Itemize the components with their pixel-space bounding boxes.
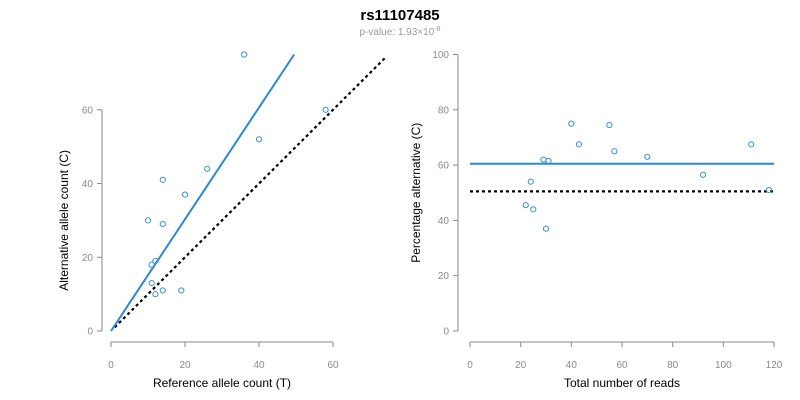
data-point bbox=[159, 176, 166, 183]
y-tick-label: 0 bbox=[87, 327, 93, 338]
data-point bbox=[159, 220, 166, 228]
data-point bbox=[540, 156, 547, 163]
x-tick-label: 120 bbox=[766, 360, 783, 371]
data-point bbox=[575, 141, 583, 148]
data-point bbox=[527, 178, 534, 185]
right-scatter-plot: 0 20 40 60 80 100 120 0 20 40 60 80 100 Total number … bbox=[409, 50, 783, 390]
data-point bbox=[181, 191, 189, 198]
data-point bbox=[644, 153, 651, 160]
p-value-label: p-value: 1.93×10-8 bbox=[359, 26, 440, 38]
y-tick-label: 60 bbox=[82, 105, 94, 116]
data-point bbox=[322, 106, 329, 113]
data-point bbox=[530, 206, 537, 213]
data-point bbox=[241, 51, 248, 58]
x-axis-label: Reference allele count (T) bbox=[153, 376, 291, 390]
x-tick-label: 60 bbox=[616, 360, 628, 371]
data-point bbox=[204, 165, 211, 172]
data-point bbox=[178, 287, 185, 294]
data-point bbox=[522, 202, 529, 209]
data-point bbox=[152, 291, 159, 298]
y-tick-label: 80 bbox=[438, 105, 450, 116]
y-tick-label: 20 bbox=[438, 271, 450, 282]
x-axis-label: Total number of reads bbox=[564, 376, 680, 390]
y-tick-label: 40 bbox=[82, 179, 94, 190]
p-value-text: p-value: 1.93×10 bbox=[359, 27, 434, 38]
x-tick-label: 20 bbox=[179, 360, 191, 371]
reference-line bbox=[113, 55, 388, 329]
x-tick-label: 0 bbox=[467, 360, 473, 371]
p-value-exponent: -8 bbox=[434, 26, 440, 33]
x-tick-label: 60 bbox=[327, 360, 339, 371]
data-point bbox=[611, 148, 618, 155]
x-tick-label: 100 bbox=[715, 360, 732, 371]
x-tick-label: 40 bbox=[253, 360, 265, 371]
data-point bbox=[765, 186, 773, 194]
data-point bbox=[606, 121, 613, 129]
chart-title: rs11107485 bbox=[360, 7, 439, 24]
data-point bbox=[152, 257, 159, 265]
x-tick-label: 20 bbox=[515, 360, 527, 371]
y-tick-label: 100 bbox=[432, 50, 449, 61]
y-tick-label: 20 bbox=[82, 253, 94, 264]
data-point bbox=[255, 136, 263, 143]
data-point bbox=[148, 261, 155, 268]
data-point bbox=[748, 141, 755, 148]
data-point bbox=[148, 279, 155, 287]
data-point bbox=[144, 217, 152, 224]
y-tick-label: 0 bbox=[443, 327, 449, 338]
y-tick-label: 60 bbox=[438, 161, 450, 172]
x-tick-label: 40 bbox=[566, 360, 578, 371]
y-axis-label: Alternative allele count (C) bbox=[57, 150, 71, 291]
y-tick-label: 40 bbox=[438, 216, 450, 227]
left-scatter-plot: 0 20 40 60 0 20 40 60 Reference allele count (T)… bbox=[57, 51, 388, 390]
data-point bbox=[542, 225, 550, 232]
data-point bbox=[568, 120, 575, 127]
fit-line bbox=[110, 53, 295, 332]
data-point bbox=[159, 287, 166, 294]
x-tick-label: 80 bbox=[667, 360, 679, 371]
data-point bbox=[699, 171, 707, 178]
x-tick-label: 0 bbox=[108, 360, 114, 371]
y-axis-label: Percentage alternative (C) bbox=[409, 123, 423, 263]
data-point bbox=[545, 157, 552, 165]
